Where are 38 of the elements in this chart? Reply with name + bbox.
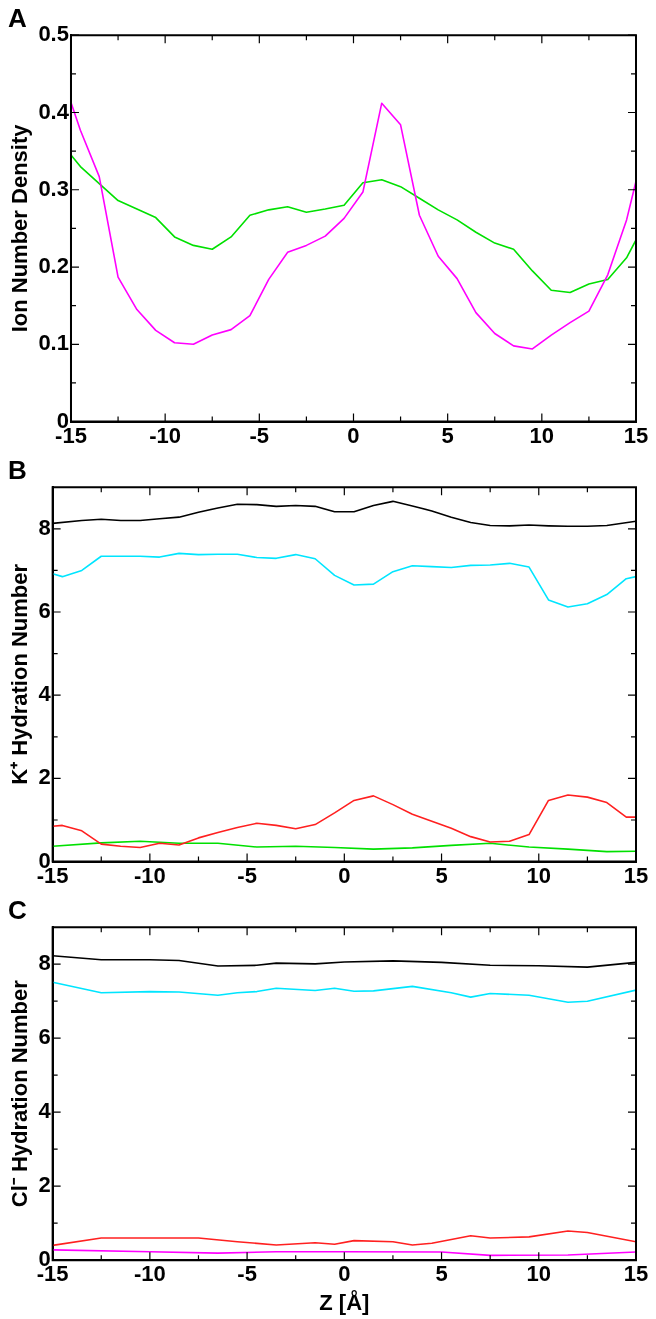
x-tick-label: -5 xyxy=(237,1261,257,1287)
y-tick-label: 0.1 xyxy=(38,330,69,356)
x-tick-label: 15 xyxy=(623,1261,649,1287)
x-tick-label: 10 xyxy=(526,862,552,888)
y-tick-label: 4 xyxy=(38,681,52,707)
x-tick-label: -10 xyxy=(133,862,166,888)
y-tick-label: 8 xyxy=(38,514,51,540)
x-axis-title: Z [Å] xyxy=(319,1288,370,1315)
chart-title: B xyxy=(8,454,27,485)
y-tick-label: 4 xyxy=(38,1098,52,1124)
x-tick-label: -10 xyxy=(149,422,182,448)
x-tick-label: 5 xyxy=(435,862,448,888)
y-tick-label: 2 xyxy=(38,764,51,790)
x-tick-label: 0 xyxy=(347,422,360,448)
x-tick-label: 5 xyxy=(441,422,454,448)
y-axis-title: Ion Number Density xyxy=(7,123,33,333)
y-tick-label: 8 xyxy=(38,950,51,976)
x-tick-label: 0 xyxy=(338,1261,351,1287)
x-tick-label: 10 xyxy=(526,1261,552,1287)
y-tick-label: 0.4 xyxy=(38,98,70,124)
x-tick-label: 0 xyxy=(338,862,351,888)
chart-title: C xyxy=(8,894,27,925)
y-tick-label: 6 xyxy=(38,598,51,624)
y-tick-label: 2 xyxy=(38,1172,51,1198)
x-tick-label: 15 xyxy=(623,422,649,448)
x-tick-label: -10 xyxy=(133,1261,166,1287)
y-tick-label: 0.5 xyxy=(38,21,69,47)
chart-title: A xyxy=(8,2,27,33)
y-tick-label: 0.3 xyxy=(38,175,69,201)
y-axis-title: K⁺ Hydration Number xyxy=(7,563,33,785)
y-axis-title: Cl⁻ Hydration Number xyxy=(7,979,33,1208)
y-tick-label: 6 xyxy=(38,1024,51,1050)
x-tick-label: 10 xyxy=(529,422,555,448)
x-tick-label: 5 xyxy=(435,1261,448,1287)
x-tick-label: -5 xyxy=(249,422,270,448)
x-tick-label: -5 xyxy=(237,862,257,888)
y-tick-label: 0.2 xyxy=(38,253,69,279)
x-tick-label: 15 xyxy=(623,862,649,888)
